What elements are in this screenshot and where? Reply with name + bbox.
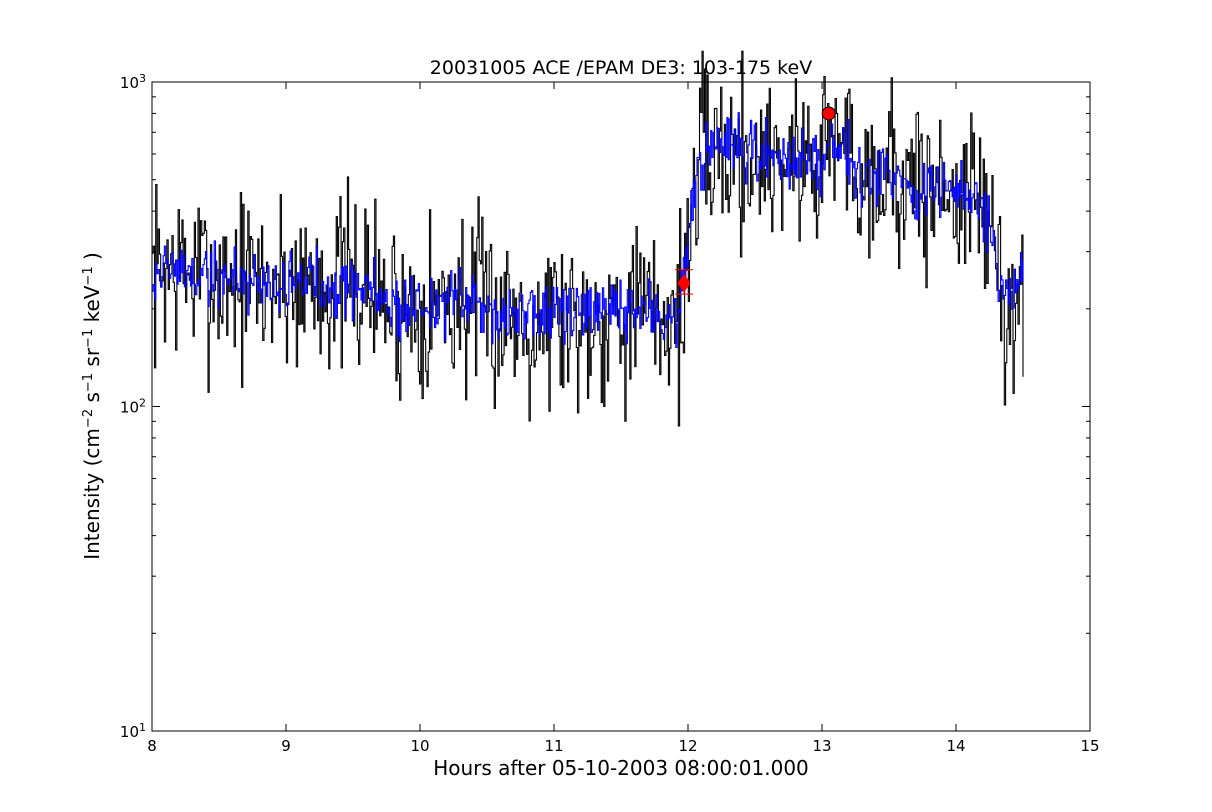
x-tick-label: 11 (544, 737, 563, 755)
y-axis-label-part: −1 (81, 329, 96, 348)
y-axis-label-part: −1 (81, 373, 96, 392)
y-axis-label-part: Intensity (cm (80, 428, 104, 560)
y-axis-label-part: −1 (81, 266, 96, 285)
peak-marker (821, 106, 836, 121)
x-tick-label: 9 (281, 737, 291, 755)
y-axis-label-part: keV (80, 285, 104, 329)
x-axis-label: Hours after 05-10-2003 08:00:01.000 (433, 756, 809, 780)
x-tick-label: 12 (678, 737, 697, 755)
plot-frame (151, 81, 1091, 732)
marker-layer (674, 106, 836, 295)
y-tick-label: 101 (120, 721, 146, 742)
y-axis-label-part: sr (80, 347, 104, 373)
series-layer (152, 50, 1024, 427)
y-axis-label: Intensity (cm−2 s−1 sr−1 keV−1 ) (80, 252, 104, 560)
y-tick-label: 102 (120, 396, 146, 417)
x-tick-label: 8 (147, 737, 157, 755)
x-tick-label: 10 (410, 737, 429, 755)
chart-title: 20031005 ACE /EPAM DE3: 103-175 keV (430, 57, 812, 79)
y-tick-label: 103 (120, 72, 146, 93)
x-tick-label: 13 (812, 737, 831, 755)
series-line-1 (152, 112, 1024, 348)
x-tick-label: 15 (1080, 737, 1099, 755)
onset-marker (677, 273, 691, 293)
x-tick-label: 14 (946, 737, 965, 755)
series-line-0 (152, 50, 1024, 427)
y-axis-label-part: −2 (81, 409, 96, 428)
y-axis-label-part: ) (80, 252, 104, 266)
y-axis-label-part: s (80, 392, 104, 409)
tick-layer: 8 9 10 11 12 13 14 15 101 102 103 (120, 72, 1100, 756)
